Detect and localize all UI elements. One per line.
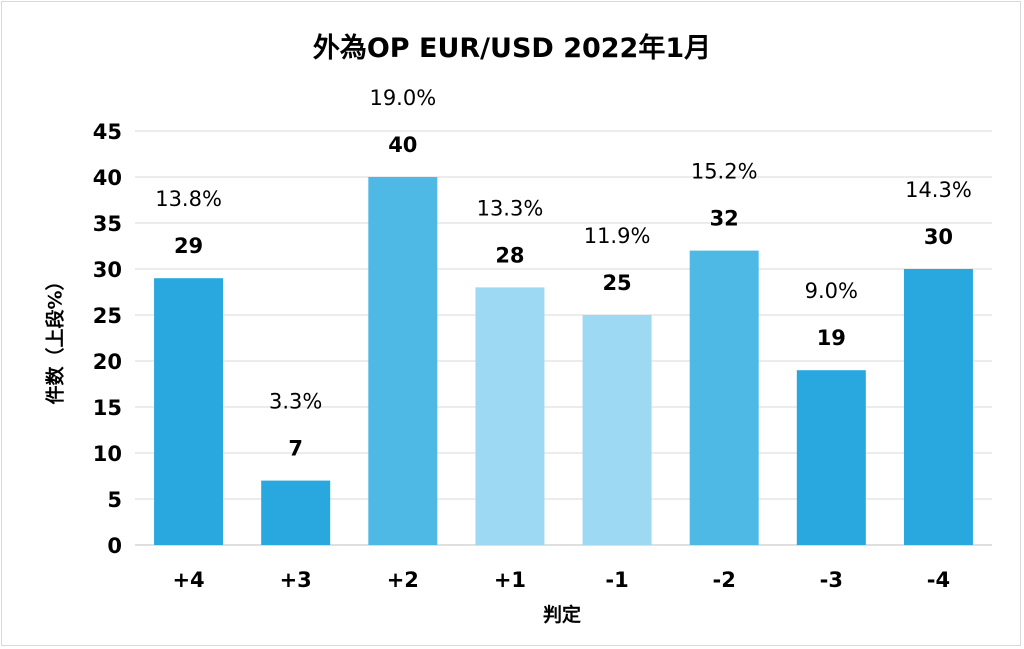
bar xyxy=(796,370,866,545)
x-tick-label: -1 xyxy=(605,568,628,592)
data-label: 7 xyxy=(288,437,303,461)
bar xyxy=(261,480,331,545)
percent-label: 9.0% xyxy=(805,279,858,303)
percent-label: 11.9% xyxy=(584,224,651,248)
percent-label: 13.8% xyxy=(155,187,222,211)
y-tick-label: 45 xyxy=(93,120,122,144)
x-tick-label: -4 xyxy=(927,568,950,592)
percent-label: 19.0% xyxy=(369,86,436,110)
bar xyxy=(368,177,438,545)
x-tick-label: +4 xyxy=(172,568,204,592)
bar xyxy=(689,250,759,545)
y-tick-label: 40 xyxy=(93,166,122,190)
chart-title: 外為OP EUR/USD 2022年1月 xyxy=(312,33,712,64)
bar xyxy=(475,287,545,545)
data-label: 30 xyxy=(924,225,953,249)
data-label: 28 xyxy=(495,243,524,267)
y-tick-label: 5 xyxy=(107,488,122,512)
data-label: 29 xyxy=(174,234,203,258)
y-tick-label: 35 xyxy=(93,212,122,236)
x-tick-label: -2 xyxy=(713,568,736,592)
y-tick-label: 30 xyxy=(93,258,122,282)
bar xyxy=(582,315,652,545)
percent-label: 13.3% xyxy=(477,196,544,220)
data-label: 32 xyxy=(710,207,739,231)
bar xyxy=(154,278,224,545)
y-tick-label: 25 xyxy=(93,304,122,328)
x-tick-label: +2 xyxy=(387,568,419,592)
x-axis-label: 判定 xyxy=(542,604,581,626)
data-label: 25 xyxy=(602,271,631,295)
percent-label: 15.2% xyxy=(691,160,758,184)
y-tick-label: 10 xyxy=(93,442,122,466)
data-label: 19 xyxy=(817,326,846,350)
y-tick-label: 15 xyxy=(93,396,122,420)
x-tick-label: -3 xyxy=(820,568,843,592)
y-tick-label: 0 xyxy=(107,534,122,558)
x-tick-label: +3 xyxy=(280,568,312,592)
bar xyxy=(903,269,973,545)
data-label: 40 xyxy=(388,133,417,157)
percent-label: 14.3% xyxy=(905,178,972,202)
y-tick-label: 20 xyxy=(93,350,122,374)
x-tick-label: +1 xyxy=(494,568,526,592)
percent-label: 3.3% xyxy=(269,390,322,414)
